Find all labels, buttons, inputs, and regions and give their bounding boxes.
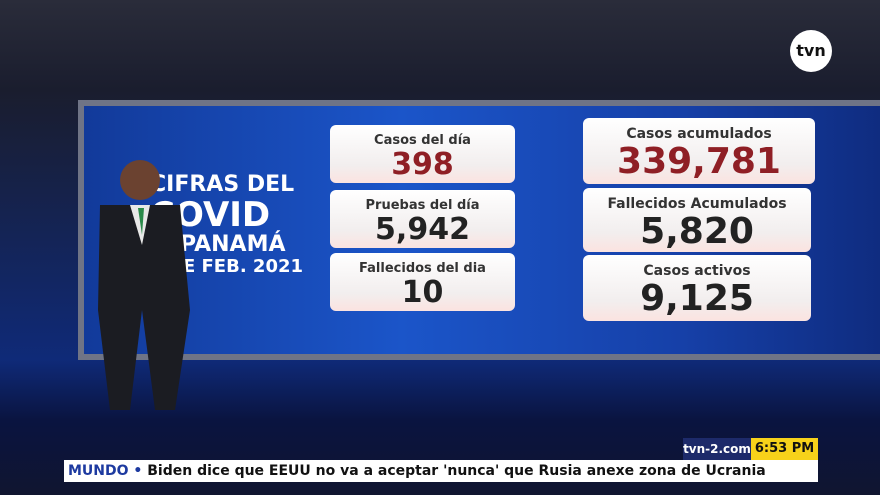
news-ticker: MUNDO • Biden dice que EEUU no va a acep… <box>64 460 818 482</box>
card-label: Casos activos <box>643 263 751 279</box>
card-label: Pruebas del día <box>365 198 480 213</box>
stat-card: Fallecidos Acumulados 5,820 <box>583 188 811 252</box>
presenter <box>98 160 190 410</box>
card-value: 339,781 <box>617 141 781 182</box>
channel-logo: tvn <box>790 30 832 72</box>
card-value: 9,125 <box>640 278 754 319</box>
card-value: 5,942 <box>375 212 470 247</box>
card-value: 10 <box>401 275 444 310</box>
stat-card: Casos activos 9,125 <box>583 255 811 321</box>
screen-title: DE FEB. 2021 <box>168 256 304 277</box>
card-label: Fallecidos Acumulados <box>607 196 787 212</box>
card-label: Casos del día <box>374 133 471 148</box>
ticker-section: MUNDO <box>68 463 129 479</box>
ticker-headline: Biden dice que EEUU no va a aceptar 'nun… <box>147 463 766 479</box>
stat-card: Casos acumulados 339,781 <box>583 118 815 184</box>
ticker-site: tvn-2.com <box>683 438 751 460</box>
stat-card: Pruebas del día 5,942 <box>330 190 515 248</box>
card-label: Casos acumulados <box>626 126 772 142</box>
card-value: 398 <box>391 147 454 182</box>
screen-title: PANAMÁ <box>180 232 286 257</box>
card-value: 5,820 <box>640 211 754 252</box>
card-label: Fallecidos del dia <box>359 261 486 276</box>
ticker-time: 6:53 PM <box>751 438 818 460</box>
screen-title: CIFRAS DEL <box>150 172 295 197</box>
stat-card: Fallecidos del dia 10 <box>330 253 515 311</box>
stat-card: Casos del día 398 <box>330 125 515 183</box>
